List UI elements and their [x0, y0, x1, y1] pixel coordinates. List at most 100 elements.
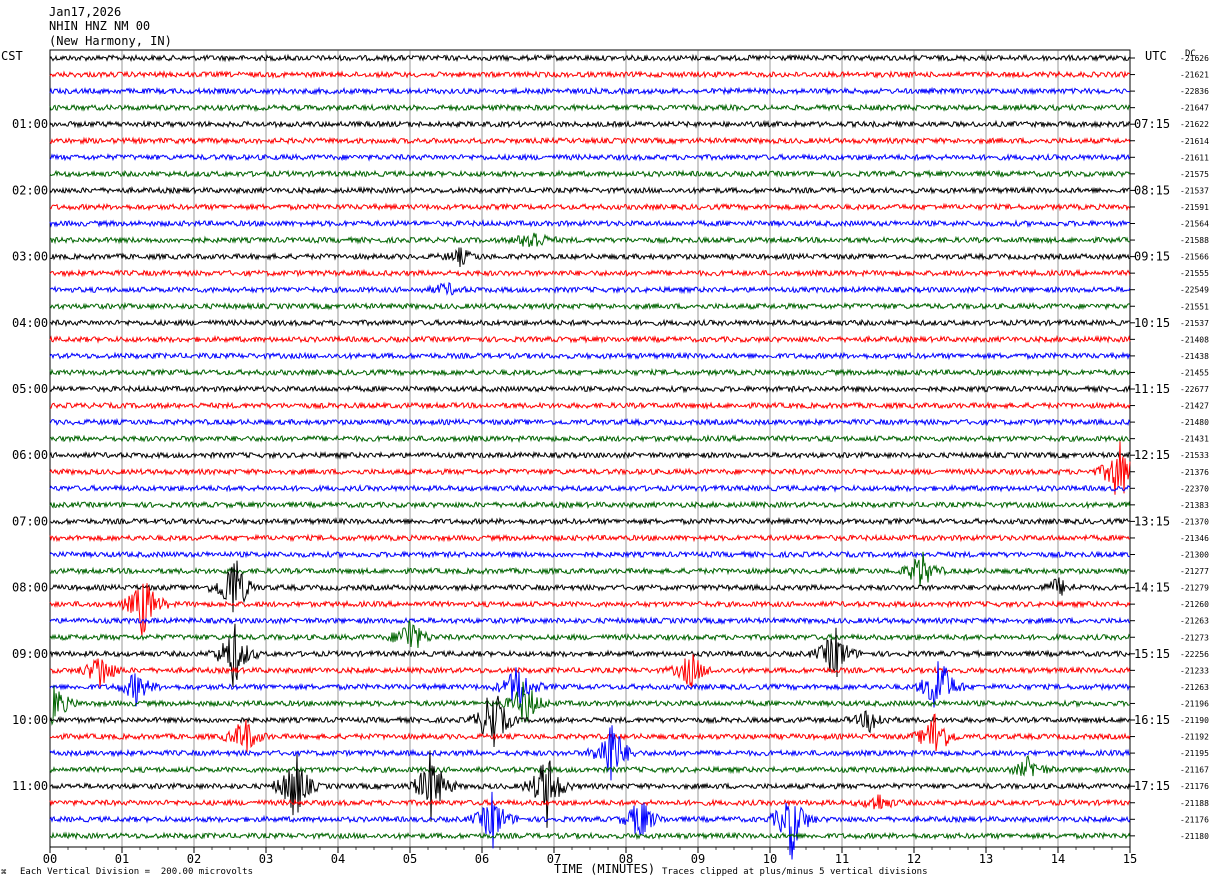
trace-line [49, 86, 1131, 96]
dc-offset-label: -21279 [1180, 584, 1209, 593]
left-hour-label: 06:00 [12, 448, 48, 462]
left-hour-label: 11:00 [12, 779, 48, 793]
trace-line [49, 119, 1131, 129]
dc-offset-label: -21647 [1180, 104, 1209, 113]
dc-offset-label: -21537 [1180, 186, 1209, 195]
right-hour-label: 17:15 [1134, 779, 1170, 793]
left-hour-label: 07:00 [12, 514, 48, 528]
dc-offset-label: -21233 [1180, 666, 1209, 675]
x-tick-label: 09 [691, 852, 705, 866]
right-hour-label: 10:15 [1134, 316, 1170, 330]
trace-line [49, 384, 1131, 394]
x-tick-label: 03 [259, 852, 273, 866]
scale-note: Each Vertical Division = 200.00 microvol… [20, 867, 253, 877]
corner-mark-icon: ⌘ [1, 868, 7, 878]
trace-line [49, 219, 1131, 228]
dc-offset-label: -21273 [1180, 633, 1209, 642]
right-hour-label: 11:15 [1134, 382, 1170, 396]
dc-offset-label: -21611 [1180, 153, 1209, 162]
dc-offset-label: -21346 [1180, 534, 1209, 543]
dc-offset-label: -21263 [1180, 617, 1209, 626]
trace-line [49, 351, 1131, 361]
trace-line [49, 202, 1131, 212]
x-tick-label: 14 [1051, 852, 1065, 866]
trace-line [49, 654, 1131, 689]
dc-offset-label: -22677 [1180, 385, 1209, 394]
dc-offset-label: -21438 [1180, 352, 1209, 361]
trace-line [49, 152, 1131, 162]
trace-line [49, 550, 1131, 559]
trace-line [49, 713, 1131, 753]
dc-offset-label: -21626 [1180, 54, 1209, 63]
trace-line [49, 441, 1131, 495]
dc-offset-label: -22549 [1180, 286, 1209, 295]
dc-offset-label: -21370 [1180, 517, 1209, 526]
right-zone-label: UTC [1145, 49, 1167, 63]
trace-line [49, 70, 1131, 80]
trace-line [49, 103, 1131, 113]
dc-offset-label: -21537 [1180, 319, 1209, 328]
dc-offset-label: -21263 [1180, 683, 1209, 692]
trace-line [49, 620, 1131, 648]
trace-line [49, 318, 1131, 328]
trace-line [49, 169, 1131, 179]
right-hour-label: 09:15 [1134, 250, 1170, 264]
left-hour-label: 03:00 [12, 250, 48, 264]
x-tick-label: 08 [619, 852, 633, 866]
left-hour-label: 01:00 [12, 117, 48, 131]
x-tick-label: 13 [979, 852, 993, 866]
trace-line [49, 417, 1131, 427]
trace-line [49, 681, 1131, 726]
trace-line [49, 623, 1131, 687]
dc-offset-label: -21622 [1180, 120, 1209, 129]
x-tick-label: 15 [1123, 852, 1137, 866]
trace-line [49, 725, 1131, 781]
trace-line [49, 282, 1131, 296]
dc-offset-label: -21192 [1180, 733, 1209, 742]
trace-line [49, 695, 1131, 748]
trace-line [49, 401, 1131, 411]
dc-offset-label: -21564 [1180, 220, 1209, 229]
right-hour-label: 14:15 [1134, 581, 1170, 595]
left-hour-label: 02:00 [12, 183, 48, 197]
trace-line [49, 583, 1131, 637]
x-tick-label: 07 [547, 852, 561, 866]
trace-line [49, 301, 1131, 311]
left-hour-label: 10:00 [12, 713, 48, 727]
dc-offset-label: -21277 [1180, 567, 1209, 576]
x-tick-label: 04 [331, 852, 345, 866]
dc-offset-label: -22256 [1180, 650, 1209, 659]
x-tick-label: 01 [115, 852, 129, 866]
trace-line [49, 750, 1131, 828]
right-hour-label: 13:15 [1134, 514, 1170, 528]
right-hour-label: 08:15 [1134, 183, 1170, 197]
dc-offset-label: -21196 [1180, 699, 1209, 708]
left-hour-label: 05:00 [12, 382, 48, 396]
trace-line [49, 247, 1131, 268]
dc-offset-label: -21427 [1180, 402, 1209, 411]
dc-offset-label: -21480 [1180, 418, 1209, 427]
header-station: NHIN HNZ NM 00 [49, 19, 151, 33]
left-zone-label: CST [1, 49, 23, 63]
dc-offset-label: -21176 [1180, 815, 1209, 824]
x-axis-title: TIME (MINUTES) [554, 862, 656, 876]
dc-offset-label: -21575 [1180, 170, 1209, 179]
trace-line [49, 533, 1131, 543]
dc-offset-label: -21180 [1180, 832, 1209, 841]
dc-offset-label: -21260 [1180, 600, 1209, 609]
dc-offset-label: -21551 [1180, 302, 1209, 311]
dc-offset-label: -21455 [1180, 368, 1209, 377]
dc-label: DC [1185, 49, 1196, 59]
right-hour-label: 12:15 [1134, 448, 1170, 462]
header-location: (New Harmony, IN) [49, 34, 172, 48]
trace-line [49, 268, 1131, 278]
dc-offset-label: -21195 [1180, 749, 1209, 758]
x-tick-label: 06 [475, 852, 489, 866]
dc-offset-label: -21566 [1180, 253, 1209, 262]
trace-line [49, 754, 1131, 777]
trace-line [49, 831, 1131, 841]
dc-offset-label: -22836 [1180, 87, 1209, 96]
x-tick-label: 05 [403, 852, 417, 866]
x-tick-label: 11 [835, 852, 849, 866]
